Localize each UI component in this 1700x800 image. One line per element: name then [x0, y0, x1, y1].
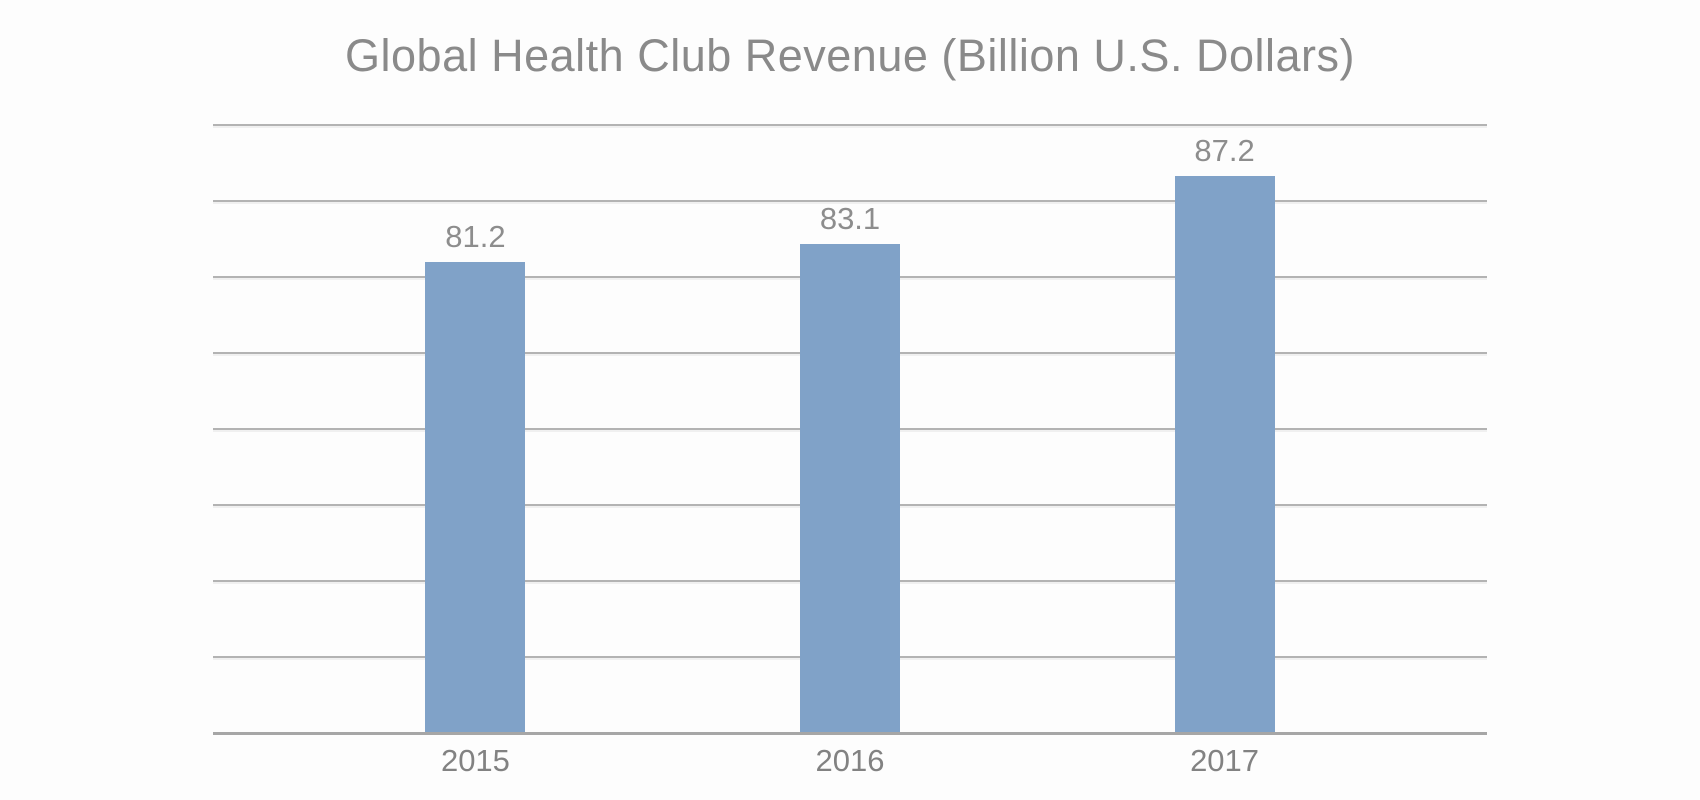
- bar-2015: 81.2: [425, 221, 526, 732]
- gridline: [213, 124, 1487, 126]
- x-tick-label: 2015: [440, 743, 510, 778]
- bar-value-label: 87.2: [1194, 133, 1255, 169]
- x-tick-label: 2017: [1190, 743, 1260, 778]
- x-axis: 2015 2016 2017: [213, 743, 1487, 784]
- x-tick-label: 2016: [815, 743, 885, 778]
- plot-area: 81.2 83.1 87.2: [213, 124, 1487, 735]
- bar-2016: 83.1: [800, 203, 900, 732]
- bar-value-label: 81.2: [445, 219, 506, 255]
- gridline: [213, 200, 1487, 202]
- bar-value-label: 83.1: [819, 200, 881, 236]
- bar-2017: 87.2: [1174, 135, 1275, 732]
- chart-title: Global Health Club Revenue (Billion U.S.…: [345, 30, 1355, 81]
